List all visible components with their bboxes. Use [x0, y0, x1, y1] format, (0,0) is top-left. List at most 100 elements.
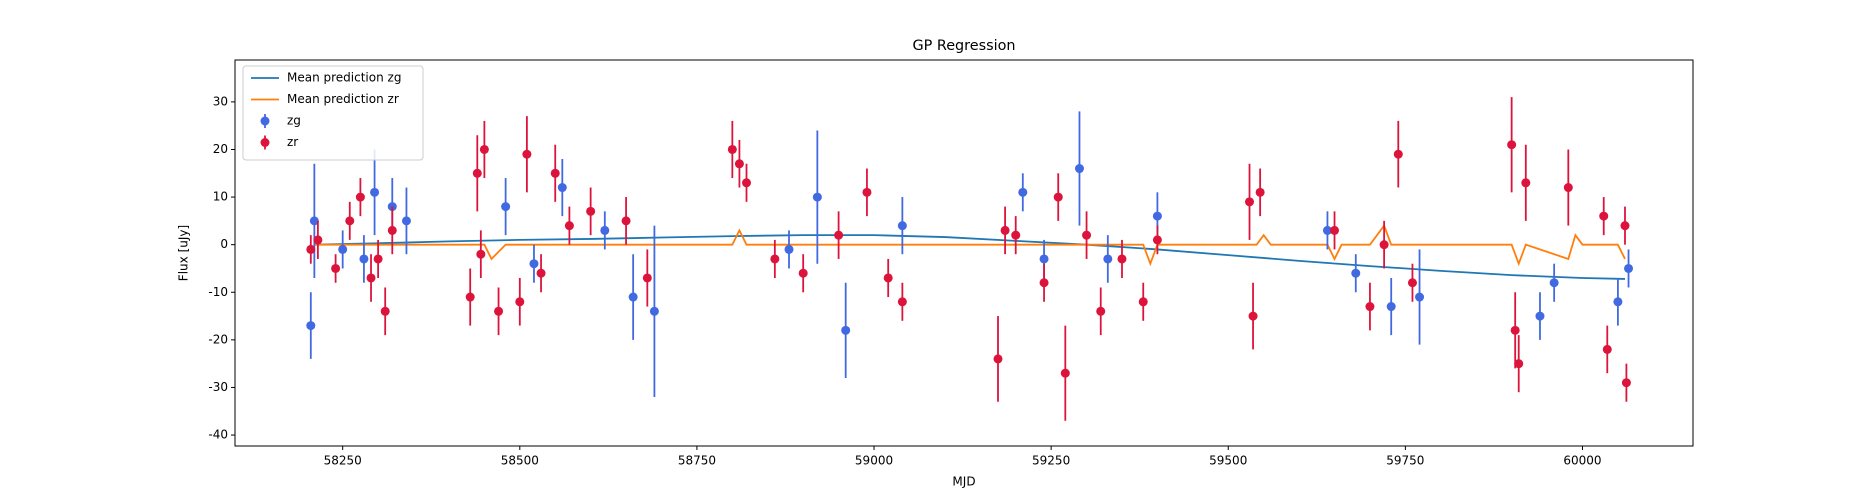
legend-marker	[260, 116, 270, 126]
data-point	[1096, 306, 1106, 316]
data-point	[1624, 263, 1634, 273]
data-point	[331, 263, 341, 273]
plot-frame	[234, 59, 1694, 447]
data-point	[536, 268, 546, 278]
x-axis-label: MJD	[952, 475, 975, 489]
mean-line	[314, 223, 1626, 267]
y-tick-label: -20	[208, 332, 228, 346]
data-point	[841, 325, 851, 335]
data-point	[401, 216, 411, 226]
data-point	[734, 159, 744, 169]
data-point	[812, 192, 822, 202]
data-point	[1415, 292, 1425, 302]
data-point	[306, 244, 316, 254]
data-point	[1535, 311, 1545, 321]
chart-title: GP Regression	[912, 38, 1015, 54]
data-point	[1393, 149, 1403, 159]
y-tick-label: -40	[208, 428, 228, 442]
data-point	[1117, 254, 1127, 264]
data-point	[993, 354, 1003, 364]
data-point	[306, 321, 316, 331]
data-point	[621, 216, 631, 226]
data-point	[476, 249, 486, 259]
data-point	[1365, 302, 1375, 312]
data-point	[1039, 254, 1049, 264]
data-point	[373, 254, 383, 264]
data-point	[313, 235, 323, 245]
data-point	[1330, 225, 1340, 235]
x-tick-label: 58250	[324, 454, 362, 468]
data-point	[472, 168, 482, 178]
data-point	[338, 244, 348, 254]
data-point	[770, 254, 780, 264]
data-point	[1510, 325, 1520, 335]
data-point	[1620, 221, 1630, 231]
data-point	[564, 221, 574, 231]
data-point	[1386, 302, 1396, 312]
data-point	[784, 244, 794, 254]
data-point	[515, 297, 525, 307]
data-point	[586, 206, 596, 216]
data-point	[522, 149, 532, 159]
y-tick-label: 30	[213, 94, 228, 108]
data-point	[1563, 183, 1573, 193]
y-tick-label: -10	[208, 285, 228, 299]
data-point	[862, 187, 872, 197]
data-point	[1507, 140, 1517, 150]
data-point	[501, 202, 511, 212]
y-tick-label: 0	[220, 237, 228, 251]
data-point	[465, 292, 475, 302]
data-point	[1602, 344, 1612, 354]
x-tick-label: 58500	[501, 454, 539, 468]
data-point	[600, 225, 610, 235]
x-tick-label: 59250	[1032, 454, 1070, 468]
data-point	[1521, 178, 1531, 188]
data-point	[1407, 278, 1417, 288]
legend-label: Mean prediction zr	[287, 92, 399, 106]
legend-label: zr	[287, 135, 298, 149]
plot-area	[306, 97, 1634, 421]
data-point	[494, 306, 504, 316]
data-point	[883, 273, 893, 283]
data-point	[359, 254, 369, 264]
x-tick-label: 59000	[855, 454, 893, 468]
data-point	[1039, 278, 1049, 288]
data-point	[366, 273, 376, 283]
data-point	[387, 225, 397, 235]
data-point	[1245, 197, 1255, 207]
legend-box	[242, 65, 424, 161]
data-point	[834, 230, 844, 240]
y-tick-label: 20	[213, 142, 228, 156]
data-point	[1152, 235, 1162, 245]
data-point	[1599, 211, 1609, 221]
mean-line	[314, 234, 1626, 280]
data-point	[1138, 297, 1148, 307]
data-point	[1322, 225, 1332, 235]
data-point	[1060, 368, 1070, 378]
data-point	[798, 268, 808, 278]
data-point	[557, 183, 567, 193]
data-point	[1152, 211, 1162, 221]
legend-marker	[260, 138, 270, 147]
x-tick-label: 59750	[1386, 454, 1424, 468]
data-point	[897, 221, 907, 231]
x-tick-label: 58750	[678, 454, 716, 468]
y-tick-label: -30	[208, 380, 228, 394]
data-point	[1351, 268, 1361, 278]
data-point	[1255, 187, 1265, 197]
data-point	[1549, 278, 1559, 288]
data-point	[1103, 254, 1113, 264]
legend-label: Mean prediction zg	[287, 71, 401, 85]
data-point	[529, 259, 539, 269]
data-point	[1514, 359, 1524, 369]
data-point	[345, 216, 355, 226]
data-point	[1379, 240, 1389, 250]
data-point	[1621, 378, 1631, 388]
data-point	[742, 178, 752, 188]
data-point	[1011, 230, 1021, 240]
data-point	[355, 192, 365, 202]
legend-label: zg	[287, 114, 301, 128]
data-point	[380, 306, 390, 316]
